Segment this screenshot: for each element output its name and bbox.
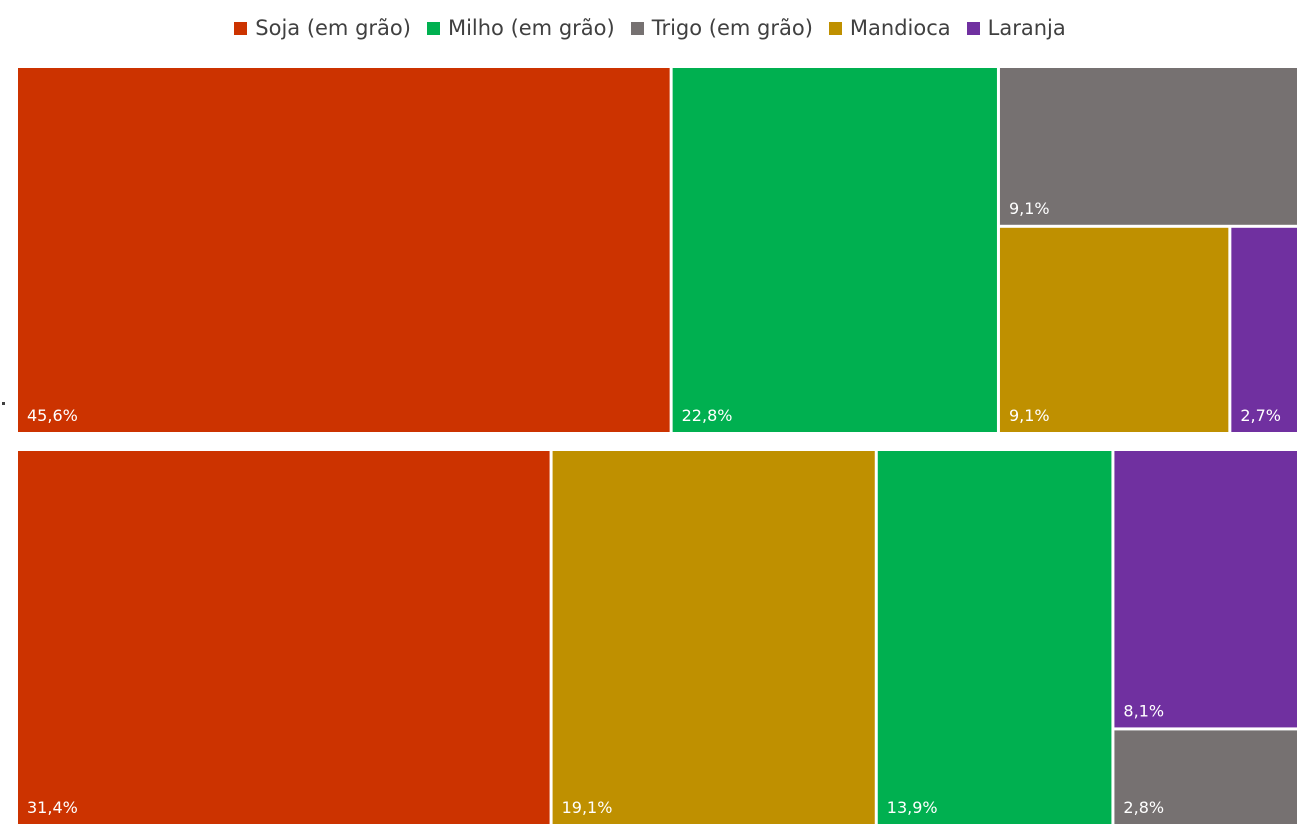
- legend-item: Laranja: [966, 16, 1066, 40]
- tile-value-label: 19,1%: [562, 798, 613, 817]
- legend-item: Soja (em grão): [234, 16, 411, 40]
- treemap-tile: [672, 68, 997, 432]
- tile-value-label: 9,1%: [1009, 199, 1050, 218]
- treemap-tile: [1114, 451, 1297, 728]
- legend-item: Milho (em grão): [426, 16, 615, 40]
- tile-value-label: 2,7%: [1240, 406, 1281, 425]
- tile-value-label: 8,1%: [1123, 701, 1164, 720]
- tile-value-label: 9,1%: [1009, 406, 1050, 425]
- treemap-tile: [18, 451, 550, 824]
- legend-label: Mandioca: [849, 16, 951, 40]
- tile-value-label: 45,6%: [27, 406, 78, 425]
- legend-label: Trigo (em grão): [651, 16, 813, 40]
- tile-value-label: 22,8%: [682, 406, 733, 425]
- treemap-tile: [1114, 730, 1297, 824]
- legend-item: Trigo (em grão): [630, 16, 813, 40]
- legend-swatch: [630, 21, 644, 35]
- treemap-tile: [1231, 227, 1297, 432]
- legend-label: Laranja: [987, 16, 1066, 40]
- legend-label: Milho (em grão): [447, 16, 615, 40]
- edge-tick-mark: [2, 402, 5, 405]
- treemap-tile: [877, 451, 1112, 824]
- chart-legend: Soja (em grão) Milho (em grão) Trigo (em g…: [0, 10, 1300, 46]
- legend-swatch: [966, 21, 980, 35]
- legend-swatch: [828, 21, 842, 35]
- treemap-tile: [552, 451, 875, 824]
- tile-value-label: 13,9%: [887, 798, 938, 817]
- legend-swatch: [234, 21, 248, 35]
- tile-value-label: 31,4%: [27, 798, 78, 817]
- legend-label: Soja (em grão): [255, 16, 411, 40]
- legend-item: Mandioca: [828, 16, 951, 40]
- treemap-tile: [999, 68, 1297, 225]
- treemap-tile: [18, 68, 670, 432]
- tile-value-label: 2,8%: [1123, 798, 1164, 817]
- legend-swatch: [426, 21, 440, 35]
- treemap-tile: [999, 227, 1229, 432]
